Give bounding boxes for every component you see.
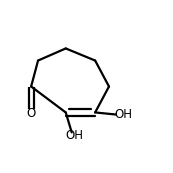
- Text: OH: OH: [65, 129, 83, 142]
- Text: O: O: [26, 107, 36, 120]
- Text: OH: OH: [115, 108, 133, 121]
